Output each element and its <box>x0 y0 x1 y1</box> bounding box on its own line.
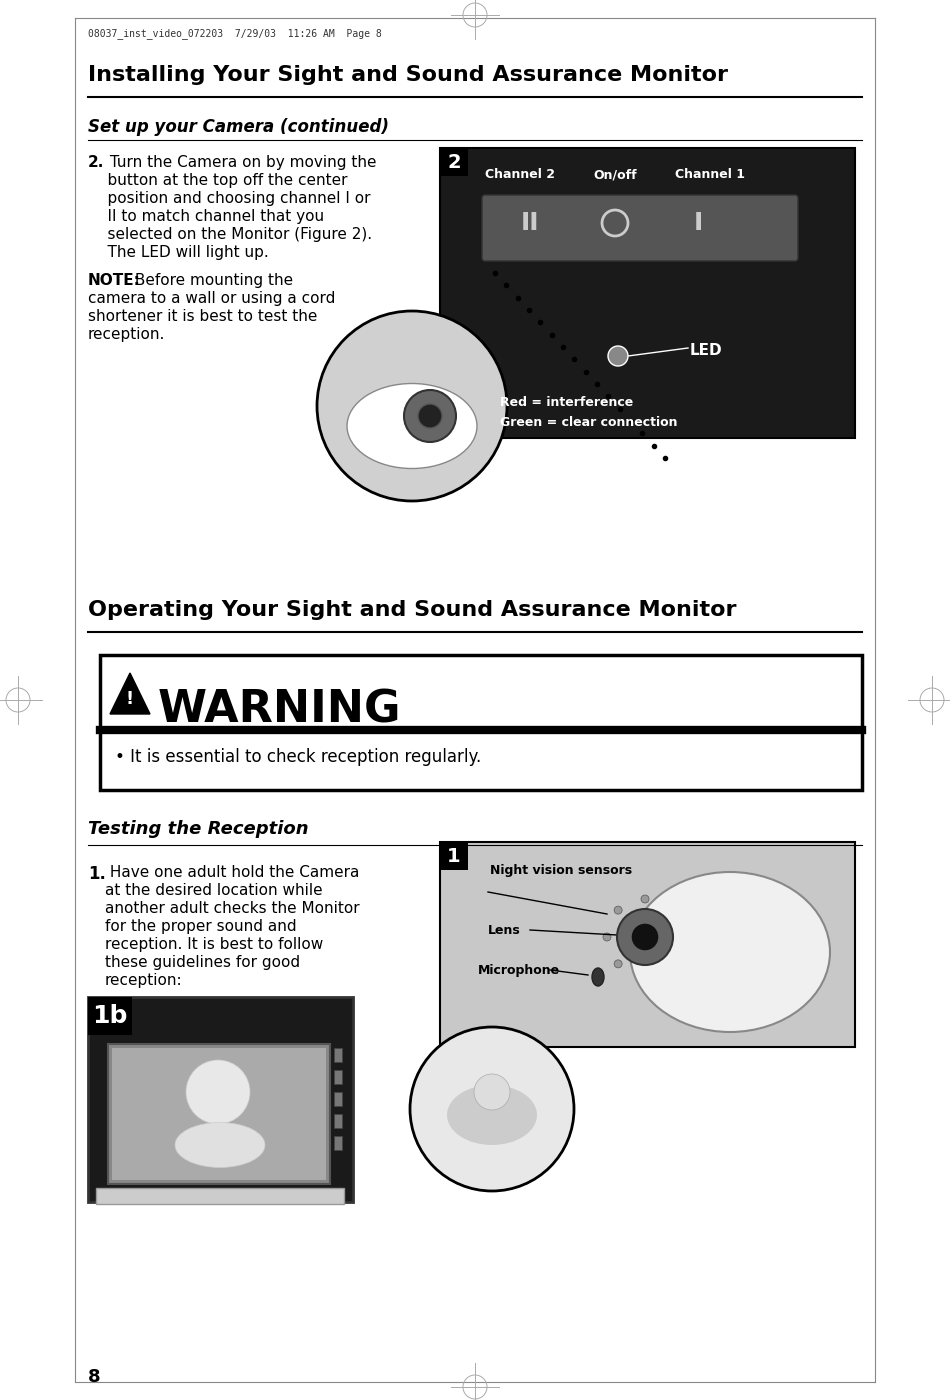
Text: reception.: reception. <box>88 328 165 342</box>
Text: position and choosing channel I or: position and choosing channel I or <box>88 190 370 206</box>
Circle shape <box>603 932 611 941</box>
Bar <box>334 1070 342 1084</box>
Circle shape <box>641 895 649 903</box>
Text: Before mounting the: Before mounting the <box>130 273 294 288</box>
Text: Have one adult hold the Camera: Have one adult hold the Camera <box>105 865 359 881</box>
Text: button at the top off the center: button at the top off the center <box>88 174 348 188</box>
Text: for the proper sound and: for the proper sound and <box>105 918 296 934</box>
Text: II: II <box>521 211 540 235</box>
Circle shape <box>679 932 687 941</box>
FancyBboxPatch shape <box>482 195 798 260</box>
Circle shape <box>641 972 649 979</box>
Ellipse shape <box>592 967 604 986</box>
Text: 1.: 1. <box>88 865 105 883</box>
Circle shape <box>668 906 675 914</box>
Circle shape <box>418 405 442 428</box>
Text: The LED will light up.: The LED will light up. <box>88 245 269 260</box>
Bar <box>440 148 855 438</box>
Text: 2: 2 <box>447 153 461 172</box>
Bar <box>96 1189 344 1204</box>
Text: camera to a wall or using a cord: camera to a wall or using a cord <box>88 291 335 307</box>
Text: Lens: Lens <box>488 924 521 937</box>
Bar <box>440 841 855 1047</box>
Bar <box>100 655 862 790</box>
Text: Testing the Reception: Testing the Reception <box>88 820 309 839</box>
Text: Microphone: Microphone <box>478 965 560 977</box>
Ellipse shape <box>347 384 477 469</box>
Text: 2.: 2. <box>88 155 104 169</box>
Text: reception. It is best to follow: reception. It is best to follow <box>105 937 323 952</box>
Bar <box>440 841 468 869</box>
Text: Channel 2: Channel 2 <box>485 168 555 181</box>
Bar <box>334 1114 342 1128</box>
Bar <box>440 148 468 176</box>
Text: !: ! <box>126 690 134 708</box>
Circle shape <box>317 311 507 501</box>
Text: selected on the Monitor (Figure 2).: selected on the Monitor (Figure 2). <box>88 227 372 242</box>
Ellipse shape <box>447 1085 537 1145</box>
Circle shape <box>617 909 673 965</box>
Circle shape <box>614 960 622 967</box>
Ellipse shape <box>630 872 830 1032</box>
Circle shape <box>410 1028 574 1191</box>
Text: reception:: reception: <box>105 973 182 988</box>
Text: Channel 1: Channel 1 <box>675 168 745 181</box>
Text: Operating Your Sight and Sound Assurance Monitor: Operating Your Sight and Sound Assurance… <box>88 601 736 620</box>
Text: shortener it is best to test the: shortener it is best to test the <box>88 309 317 323</box>
Text: Red = interference: Red = interference <box>500 396 634 409</box>
Circle shape <box>404 391 456 442</box>
Bar <box>112 1049 326 1180</box>
Text: Set up your Camera (continued): Set up your Camera (continued) <box>88 118 389 136</box>
Text: Green = clear connection: Green = clear connection <box>500 416 677 428</box>
Text: WARNING: WARNING <box>158 689 402 731</box>
Bar <box>334 1049 342 1063</box>
Text: • It is essential to check reception regularly.: • It is essential to check reception reg… <box>115 748 482 766</box>
Text: NOTE:: NOTE: <box>88 273 141 288</box>
Text: Turn the Camera on by moving the: Turn the Camera on by moving the <box>105 155 376 169</box>
Circle shape <box>474 1074 510 1110</box>
Text: 1: 1 <box>447 847 461 865</box>
Ellipse shape <box>175 1123 265 1168</box>
Text: LED: LED <box>690 343 723 358</box>
Bar <box>108 1044 330 1184</box>
Text: On/off: On/off <box>593 168 636 181</box>
Bar <box>334 1092 342 1106</box>
Text: these guidelines for good: these guidelines for good <box>105 955 300 970</box>
Circle shape <box>608 346 628 365</box>
Polygon shape <box>110 673 150 714</box>
Text: Night vision sensors: Night vision sensors <box>490 864 632 876</box>
Circle shape <box>668 960 675 967</box>
Text: 08037_inst_video_072203  7/29/03  11:26 AM  Page 8: 08037_inst_video_072203 7/29/03 11:26 AM… <box>88 28 382 39</box>
Bar <box>334 1135 342 1149</box>
Bar <box>88 997 353 1203</box>
Text: 1b: 1b <box>92 1004 127 1028</box>
Bar <box>88 997 132 1035</box>
Text: II to match channel that you: II to match channel that you <box>88 209 324 224</box>
Circle shape <box>631 923 659 951</box>
Text: 8: 8 <box>88 1368 101 1386</box>
Circle shape <box>614 906 622 914</box>
Circle shape <box>186 1060 250 1124</box>
Text: another adult checks the Monitor: another adult checks the Monitor <box>105 902 360 916</box>
Text: at the desired location while: at the desired location while <box>105 883 323 897</box>
Text: I: I <box>694 211 703 235</box>
Text: Installing Your Sight and Sound Assurance Monitor: Installing Your Sight and Sound Assuranc… <box>88 64 728 85</box>
